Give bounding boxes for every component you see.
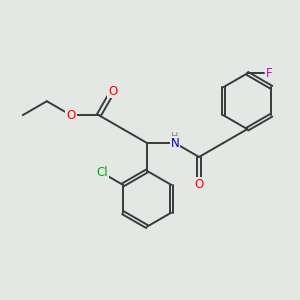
Text: O: O xyxy=(108,85,117,98)
Text: H: H xyxy=(171,132,178,142)
Text: Cl: Cl xyxy=(97,167,108,179)
Text: O: O xyxy=(66,109,76,122)
Text: F: F xyxy=(266,67,273,80)
Text: O: O xyxy=(194,178,204,191)
Text: N: N xyxy=(171,137,179,150)
